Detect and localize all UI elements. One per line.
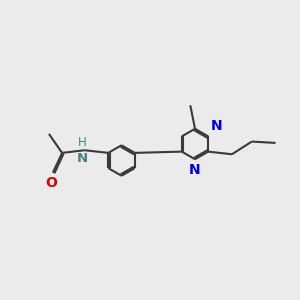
Text: O: O bbox=[45, 176, 57, 190]
Text: N: N bbox=[76, 152, 88, 165]
Text: H: H bbox=[78, 136, 86, 149]
Text: N: N bbox=[189, 164, 201, 177]
Text: N: N bbox=[211, 119, 222, 134]
